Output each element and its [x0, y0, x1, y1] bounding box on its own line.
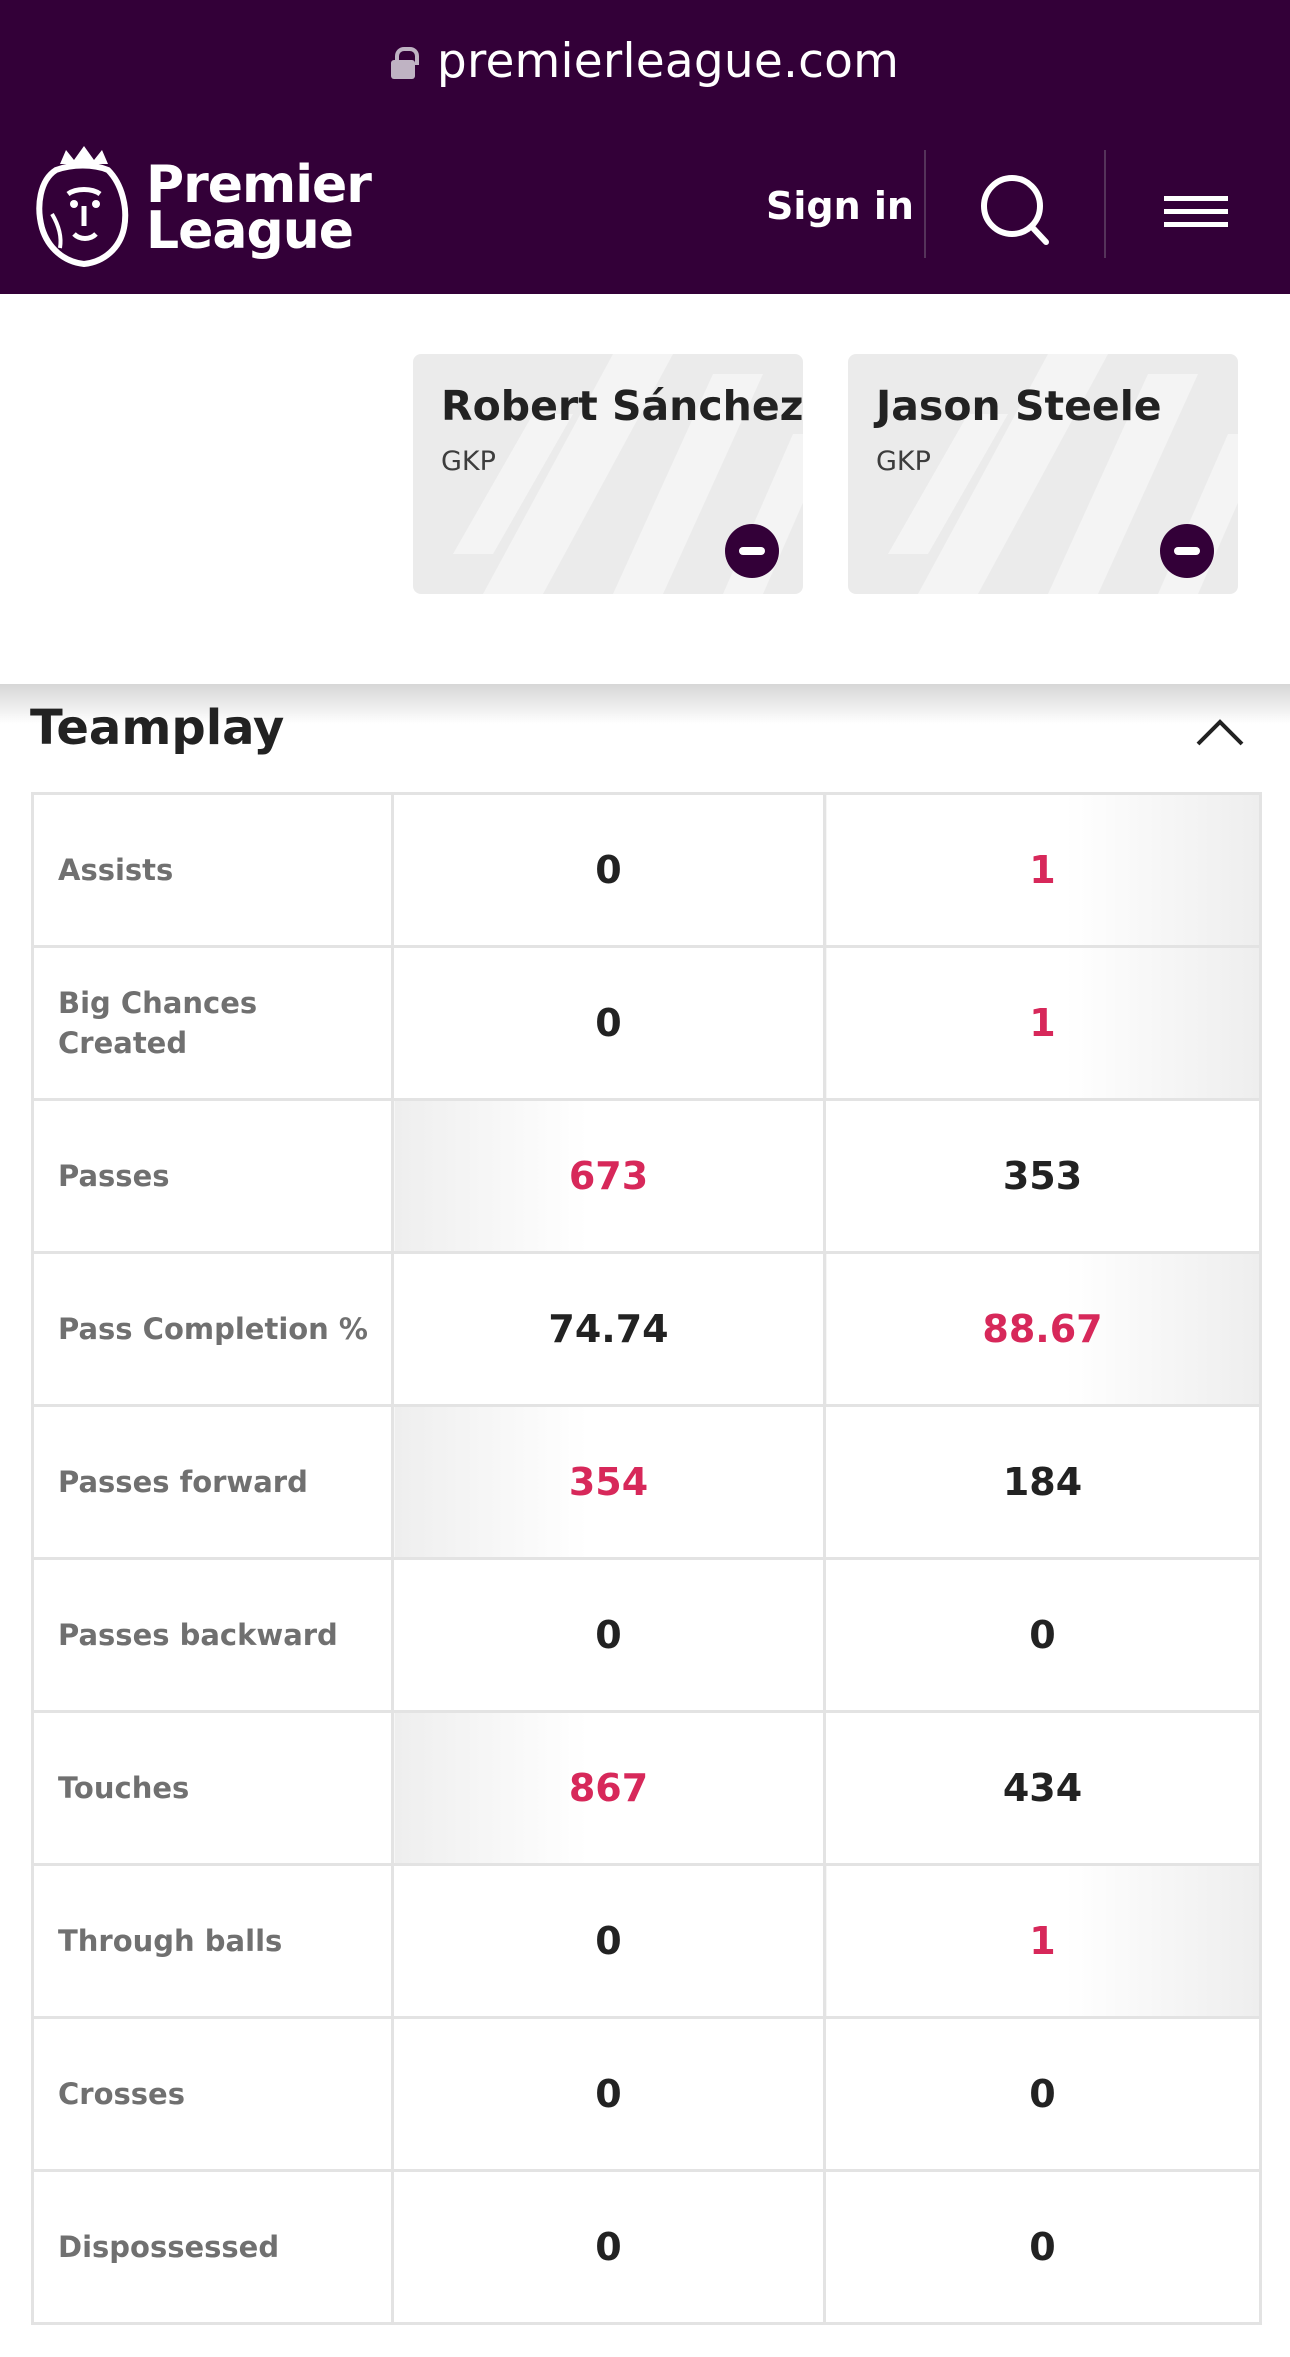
stat-label: Big Chances Created	[31, 945, 394, 1101]
stat-value-player-2: 184	[823, 1404, 1262, 1560]
stat-value-player-1: 0	[391, 792, 826, 948]
stat-value-player-2: 434	[823, 1710, 1262, 1866]
player-position: GKP	[441, 446, 496, 477]
chevron-up-icon	[1196, 719, 1244, 746]
stat-value-player-1: 74.74	[391, 1251, 826, 1407]
stat-value-player-2: 88.67	[823, 1251, 1262, 1407]
stat-label: Pass Completion %	[31, 1251, 394, 1407]
logo-text-league: League	[146, 201, 354, 261]
stat-value-player-1: 0	[391, 1863, 826, 2019]
table-row: Crosses 0 0	[31, 2016, 1262, 2172]
stat-value-player-2: 1	[823, 1863, 1262, 2019]
search-icon	[981, 175, 1049, 245]
stat-label: Dispossessed	[31, 2169, 394, 2325]
player-position: GKP	[876, 446, 931, 477]
table-row: Passes 673 353	[31, 1098, 1262, 1254]
stat-value-player-1: 867	[391, 1710, 826, 1866]
table-row: Passes backward 0 0	[31, 1557, 1262, 1713]
section-title[interactable]: Teamplay	[30, 700, 285, 756]
table-row: Assists 0 1	[31, 792, 1262, 948]
search-button[interactable]	[962, 160, 1062, 260]
stat-value-player-2: 0	[823, 2016, 1262, 2172]
stat-value-player-2: 1	[823, 945, 1262, 1101]
stat-value-player-1: 0	[391, 1557, 826, 1713]
premier-league-logo[interactable]: Premier League	[34, 144, 372, 274]
sticky-shadow	[0, 684, 1290, 724]
table-row: Pass Completion % 74.74 88.67	[31, 1251, 1262, 1407]
stat-value-player-1: 0	[391, 2016, 826, 2172]
menu-icon	[1164, 196, 1228, 227]
stat-value-player-1: 354	[391, 1404, 826, 1560]
card-pattern	[453, 354, 803, 594]
sign-in-link[interactable]: Sign in	[766, 184, 914, 228]
header-divider	[924, 150, 926, 258]
site-header: Premier League Sign in	[0, 122, 1290, 294]
url-text: premierleague.com	[436, 33, 900, 89]
stat-label: Through balls	[31, 1863, 394, 2019]
stat-value-player-1: 0	[391, 945, 826, 1101]
remove-player-button[interactable]	[725, 524, 779, 578]
browser-url-bar[interactable]: premierleague.com	[0, 0, 1290, 122]
player-name: Jason Steele	[876, 382, 1162, 430]
stat-label: Touches	[31, 1710, 394, 1866]
stat-label: Passes backward	[31, 1557, 394, 1713]
stat-value-player-2: 0	[823, 1557, 1262, 1713]
stat-value-player-2: 0	[823, 2169, 1262, 2325]
table-row: Passes forward 354 184	[31, 1404, 1262, 1560]
stat-value-player-2: 353	[823, 1098, 1262, 1254]
stat-value-player-1: 0	[391, 2169, 826, 2325]
stat-label: Passes forward	[31, 1404, 394, 1560]
player-card[interactable]: Jason Steele GKP	[848, 354, 1238, 594]
player-name: Robert Sánchez	[441, 382, 803, 430]
remove-player-button[interactable]	[1160, 524, 1214, 578]
table-row: Through balls 0 1	[31, 1863, 1262, 2019]
stat-label: Crosses	[31, 2016, 394, 2172]
stat-value-player-1: 673	[391, 1098, 826, 1254]
player-cards: Robert Sánchez GKP Jason Steele GKP	[0, 294, 1290, 684]
menu-button[interactable]	[1148, 172, 1244, 252]
teamplay-stats-table: Assists 0 1 Big Chances Created 0 1 Passes 673 3…	[31, 792, 1262, 2325]
stat-label: Passes	[31, 1098, 394, 1254]
lock-icon	[390, 47, 419, 79]
stat-label: Assists	[31, 792, 394, 948]
stat-value-player-2: 1	[823, 792, 1262, 948]
table-row: Big Chances Created 0 1	[31, 945, 1262, 1101]
player-card[interactable]: Robert Sánchez GKP	[413, 354, 803, 594]
lion-crest-icon	[36, 146, 129, 268]
table-row: Touches 867 434	[31, 1710, 1262, 1866]
collapse-section-button[interactable]	[1192, 712, 1248, 752]
logo-text-premier: Premier	[146, 155, 372, 215]
table-row: Dispossessed 0 0	[31, 2169, 1262, 2325]
header-divider	[1104, 150, 1106, 258]
